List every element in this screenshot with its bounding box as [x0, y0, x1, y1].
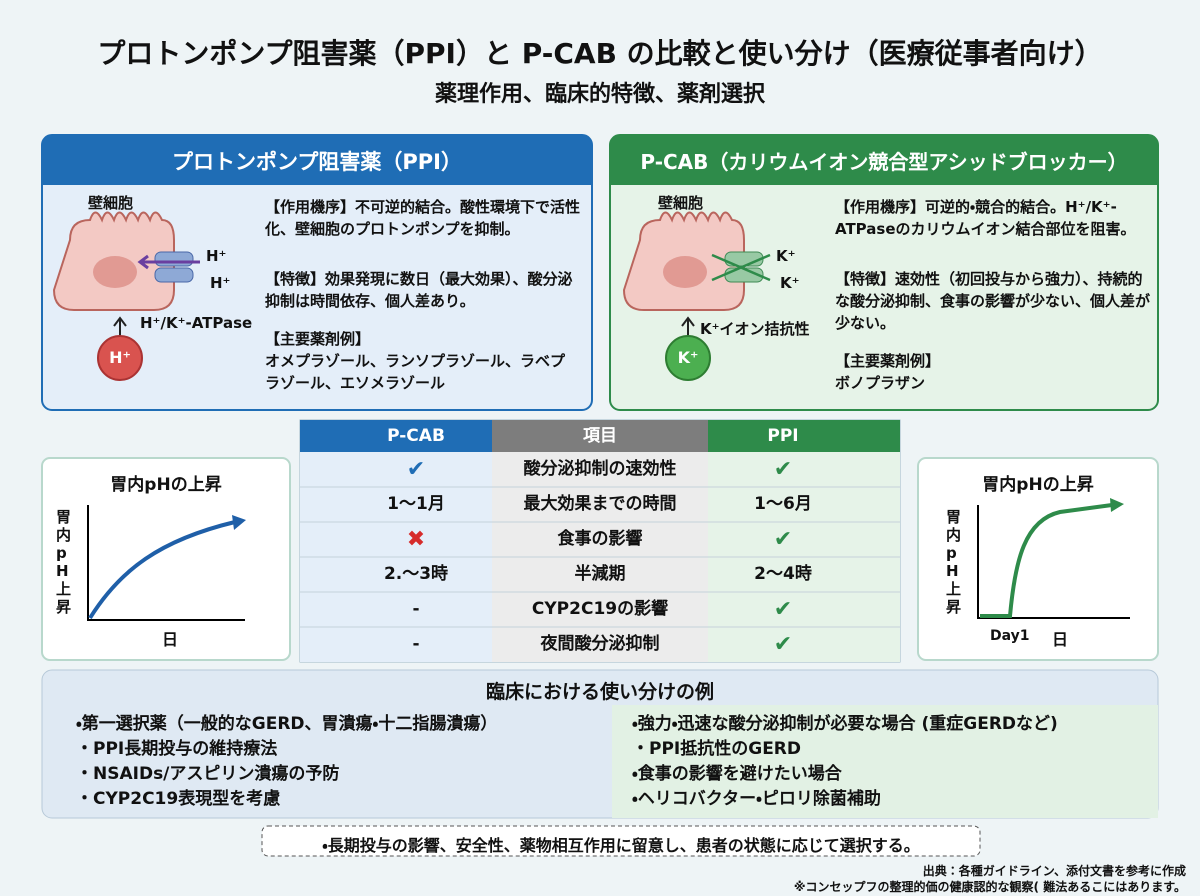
table-cell: 2.〜3時 — [383, 564, 449, 584]
table-cell: ✔ — [773, 632, 793, 657]
table-cell: 1〜1月 — [387, 494, 445, 514]
transporter-label: K⁺イオン拮抗性 — [700, 320, 810, 338]
y-label: 胃内pH上昇 — [946, 508, 962, 616]
table-header: PPI — [767, 426, 799, 446]
cell-label: 壁細胞 — [88, 194, 134, 212]
ion-label: H⁺ — [206, 247, 227, 265]
table-cell: ✖ — [406, 527, 426, 552]
title: プロトンポンプ阻害薬（PPI）と P-CAB の比較と使い分け（医療従事者向け） — [97, 37, 1103, 70]
table-cell: ✔ — [773, 597, 793, 622]
list-item: ・第一選択薬（一般的なGERD、胃潰瘍・十二指腸潰瘍） — [76, 714, 498, 734]
ion: H⁺ — [109, 348, 131, 367]
cell-label: 壁細胞 — [658, 194, 704, 212]
source: 出典：各種ガイドライン、添付文書を参考に作成 — [922, 864, 1186, 878]
mechanism: 【作用機序】不可逆的結合。酸性環境下で活性化、壁細胞のプロトンポンプを抑制。 — [265, 198, 581, 238]
table-cell: CYP2C19の影響 — [531, 599, 669, 619]
ion: K⁺ — [677, 348, 699, 367]
table-cell: 2〜4時 — [754, 564, 812, 584]
drugs-heading: 【主要薬剤例】 — [835, 352, 941, 370]
features: 【特徴】速効性（初回投与から強力）、持続的な酸分泌抑制、食事の影響が少ない、個人… — [835, 270, 1151, 332]
table-cell: ✔ — [406, 457, 426, 482]
ion-label: K⁺ — [776, 247, 796, 265]
pcab-title: P-CAB（カリウムイオン競合型アシッドブロッカー） — [640, 150, 1128, 174]
table-cell: 酸分泌抑制の速効性 — [523, 459, 677, 479]
clinical-heading: 臨床における使い分けの例 — [485, 681, 714, 703]
features: 【特徴】効果発現に数日（最大効果）、酸分泌抑制は時間依存、個人差あり。 — [265, 270, 573, 310]
chart-title: 胃内pHの上昇 — [982, 475, 1094, 495]
table-cell: 1〜6月 — [754, 494, 812, 514]
list-item: ・ヘリコバクター・ピロリ除菌補助 — [632, 789, 881, 809]
drugs: オメプラゾール、ランソプラゾール、ラベプラゾール、エソメラゾール — [265, 352, 566, 392]
table-cell: 最大効果までの時間 — [523, 494, 677, 514]
y-label: 胃内pH上昇 — [56, 508, 72, 616]
table-header: 項目 — [583, 426, 617, 446]
disclaimer: ※コンセップフの整理的価の健康認的な観察( 難法あるこにはあります。 — [793, 880, 1186, 894]
list-item: ・強力・迅速な酸分泌抑制が必要な場合 (重症GERDなど) — [632, 714, 1058, 734]
table-cell: 半減期 — [574, 564, 626, 584]
subtitle: 薬理作用、臨床的特徴、薬剤選択 — [434, 82, 765, 107]
note: ・長期投与の影響、安全性、薬物相互作用に留意し、患者の状態に応じて選択する。 — [322, 836, 920, 855]
table-cell: - — [412, 634, 420, 654]
list-item: ・PPI長期投与の維持療法 — [76, 739, 278, 759]
table-cell: 食事の影響 — [557, 529, 643, 549]
x-label: 日 — [1052, 630, 1069, 649]
x-label: 日 — [162, 630, 179, 649]
mechanism: 【作用機序】可逆的・競合的結合。H⁺/K⁺-ATPaseのカリウムイオン結合部位… — [835, 198, 1136, 238]
list-item: ・PPI抵抗性のGERD — [632, 739, 802, 759]
list-item: ・CYP2C19表現型を考慮 — [76, 789, 281, 809]
table-cell: - — [412, 599, 420, 619]
chart-title: 胃内pHの上昇 — [110, 475, 222, 495]
marker-label: Day1 — [990, 628, 1030, 644]
drugs-heading: 【主要薬剤例】 — [265, 330, 371, 348]
transporter-label: H⁺/K⁺-ATPase — [140, 314, 253, 332]
table-cell: ✔ — [773, 457, 793, 482]
table-cell: ✔ — [773, 527, 793, 552]
list-item: ・食事の影響を避けたい場合 — [632, 764, 842, 784]
drugs: ボノプラザン — [835, 374, 926, 392]
ion-label: H⁺ — [210, 274, 231, 292]
list-item: ・NSAIDs/アスピリン潰瘍の予防 — [76, 764, 340, 784]
table-cell: 夜間酸分泌抑制 — [540, 634, 660, 654]
ppi-title: プロトンポンプ阻害薬（PPI） — [172, 150, 462, 174]
ion-label: K⁺ — [780, 274, 800, 292]
table-header: P-CAB — [387, 426, 445, 446]
